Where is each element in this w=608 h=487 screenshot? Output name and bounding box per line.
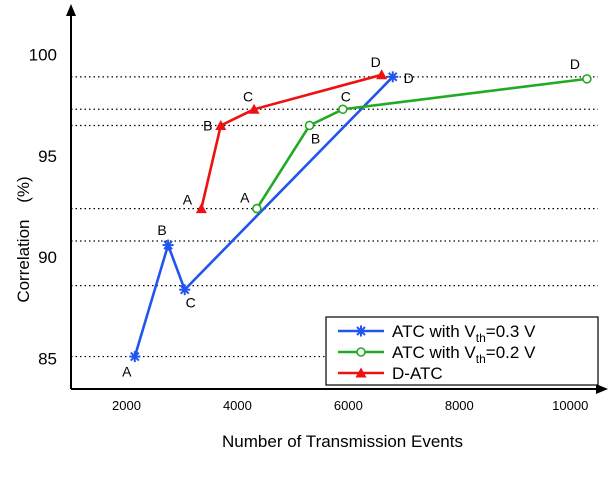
series-point: [179, 284, 191, 296]
point-label: A: [122, 364, 132, 380]
series-line: [200, 73, 382, 209]
x-tick-label: 2000: [112, 398, 141, 413]
series-1: A B C D: [122, 70, 414, 380]
x-tick-label: 8000: [445, 398, 474, 413]
x-tick-label: 4000: [223, 398, 252, 413]
legend-swatch-marker: [355, 367, 367, 378]
y-tick-label: 85: [38, 350, 57, 369]
axes: [66, 4, 608, 394]
series-point: [304, 120, 315, 131]
x-tick-label: 10000: [552, 398, 588, 413]
point-label: B: [203, 117, 212, 133]
point-label: D: [570, 56, 580, 72]
point-label: C: [186, 295, 196, 311]
series-point: [376, 69, 388, 80]
legend-entry: D-ATC: [338, 364, 443, 383]
point-label: C: [341, 88, 351, 104]
series-3: A B C D: [183, 54, 388, 214]
series-point: [338, 104, 348, 115]
legend-swatch-marker: [355, 325, 367, 337]
y-tick-labels: 85 90 95 100: [29, 46, 57, 369]
series-point: [387, 71, 399, 83]
y-tick-label: 95: [38, 147, 57, 166]
point-label: D: [371, 54, 381, 70]
series-point: [129, 351, 141, 363]
point-label: A: [183, 192, 193, 208]
x-tick-label: 6000: [334, 398, 363, 413]
y-tick-label: 100: [29, 46, 57, 65]
legend-swatch-marker: [356, 347, 366, 357]
legend-entry: ATC with Vth=0.2 V: [338, 343, 536, 366]
series-point: [582, 74, 592, 84]
series-point: [252, 203, 262, 214]
legend-label: ATC with Vth=0.3 V: [392, 322, 536, 345]
series-point: [195, 203, 207, 214]
series-layer: A B C D A B C D A B C D: [122, 54, 592, 380]
y-axis-arrow: [66, 4, 76, 16]
point-label: B: [157, 222, 166, 238]
y-axis-title-text: Correlation: [14, 220, 33, 303]
series-point: [215, 119, 227, 130]
point-label: B: [311, 130, 320, 146]
reference-lines: [71, 76, 598, 358]
x-axis-title: Number of Transmission Events: [222, 432, 463, 451]
legend-entry: ATC with Vth=0.3 V: [338, 322, 536, 345]
y-axis-title-unit: (%): [14, 176, 33, 202]
series-2: A B C D: [240, 56, 592, 214]
x-tick-labels: 2000 4000 6000 8000 10000: [112, 398, 588, 413]
legend-label: D-ATC: [392, 364, 443, 383]
y-tick-label: 90: [38, 248, 57, 267]
series-line: [255, 77, 588, 210]
y-axis-title: Correlation (%): [14, 176, 33, 302]
x-axis-arrow: [596, 384, 608, 394]
point-label: D: [404, 70, 414, 86]
legend-label: ATC with Vth=0.2 V: [392, 343, 536, 366]
point-label: A: [240, 190, 250, 206]
series-point: [248, 103, 260, 114]
point-label: C: [243, 88, 253, 104]
series-line: [133, 75, 394, 357]
series-point: [162, 239, 174, 251]
